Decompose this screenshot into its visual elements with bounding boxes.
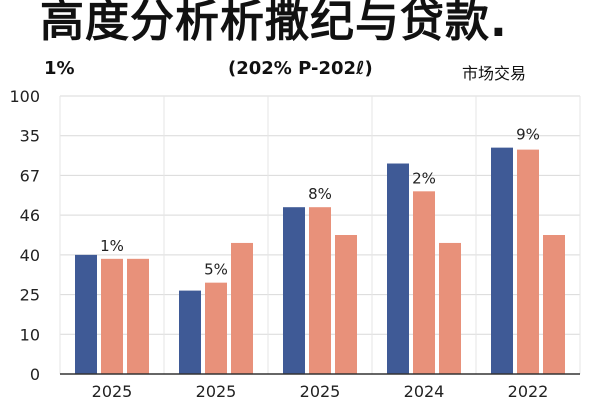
data-label: 5%	[204, 261, 228, 279]
bar	[205, 282, 227, 374]
bar	[179, 290, 201, 374]
bar	[517, 149, 539, 374]
y-tick-label: 0	[30, 365, 40, 384]
x-tick-label: 2025	[92, 382, 133, 400]
x-tick-label: 2025	[196, 382, 237, 400]
data-label: 2%	[412, 169, 436, 187]
y-tick-label: 46	[20, 206, 40, 225]
bar	[127, 258, 149, 374]
y-tick-label: 10	[20, 325, 40, 344]
subtitle-left: 1%	[44, 58, 75, 79]
y-tick-label: 100	[9, 87, 40, 106]
y-tick-label: 40	[20, 246, 40, 265]
bar	[75, 254, 97, 374]
data-label: 8%	[308, 185, 332, 203]
bar	[309, 207, 331, 374]
bar	[231, 242, 253, 374]
bar	[439, 242, 461, 374]
chart-title: 高度分析析撒纪与贷款.	[40, 0, 508, 47]
bar	[491, 147, 513, 374]
subtitle-right: 市场交易	[462, 64, 527, 83]
data-label: 9%	[516, 126, 540, 144]
y-tick-label: 67	[20, 166, 40, 185]
x-tick-label: 2024	[404, 382, 445, 400]
x-tick-label: 2022	[508, 382, 549, 400]
y-tick-label: 25	[20, 286, 40, 305]
bar	[283, 207, 305, 374]
data-label: 1%	[100, 237, 124, 255]
bar	[413, 191, 435, 374]
subtitle-mid: (202% P-202ℓ)	[228, 58, 373, 79]
bar	[543, 235, 565, 374]
bar	[335, 235, 357, 374]
bar	[387, 163, 409, 374]
x-tick-label: 2025	[300, 382, 341, 400]
bar	[101, 258, 123, 374]
y-tick-label: 35	[20, 127, 40, 146]
